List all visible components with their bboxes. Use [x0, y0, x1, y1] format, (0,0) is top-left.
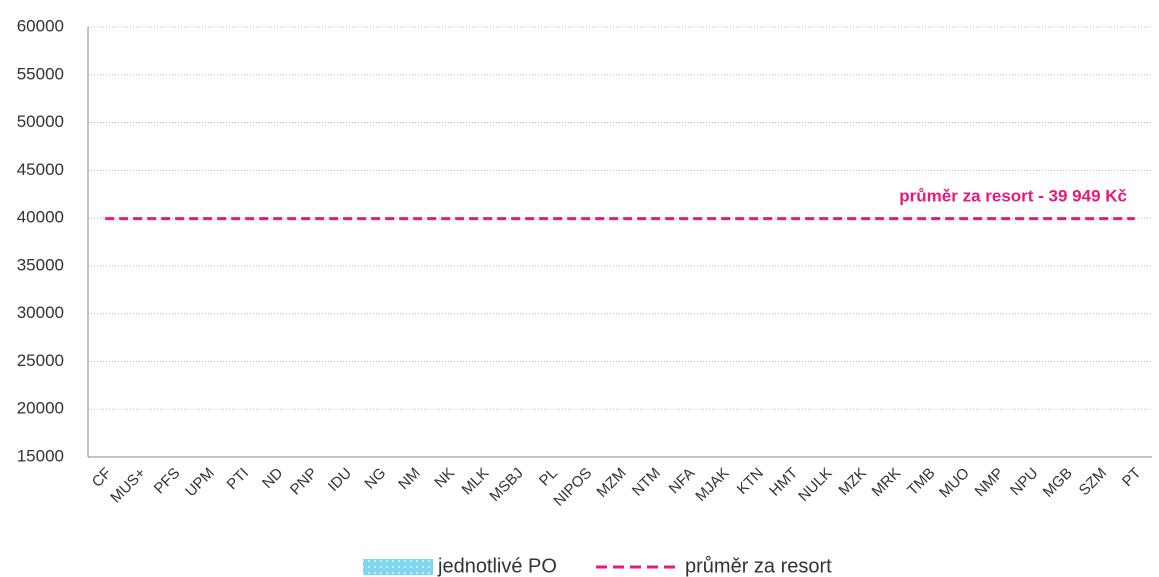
- x-tick-label: NTM: [629, 465, 664, 500]
- x-tick-label: MZK: [835, 465, 869, 499]
- x-tick-label: IDU: [325, 465, 355, 495]
- y-tick-label: 25000: [17, 351, 64, 370]
- legend-label: průměr za resort: [685, 555, 832, 577]
- x-tick-label: PFS: [151, 465, 184, 498]
- legend-label: jednotlivé PO: [437, 555, 557, 577]
- x-tick-label: ND: [259, 465, 286, 492]
- y-tick-label: 55000: [17, 64, 64, 83]
- x-tick-label: SZM: [1076, 465, 1110, 499]
- x-tick-label: MUO: [936, 465, 973, 502]
- x-tick-label: KTN: [734, 465, 767, 498]
- x-tick-label: PNP: [287, 465, 321, 499]
- x-tick-label: TMB: [904, 465, 938, 499]
- y-tick-label: 40000: [17, 208, 64, 227]
- x-tick-label: MRK: [869, 465, 905, 501]
- x-tick-label: MJAK: [692, 465, 732, 505]
- x-tick-label: NPU: [1007, 465, 1041, 499]
- y-tick-label: 60000: [17, 16, 64, 35]
- x-tick-label: MGB: [1040, 465, 1076, 501]
- x-tick-label: NM: [395, 465, 424, 494]
- x-tick-label: MUS+: [107, 464, 149, 506]
- x-tick-label: CF: [89, 465, 115, 491]
- x-tick-label: NMP: [972, 465, 1008, 501]
- x-tick-label: MSBJ: [486, 465, 526, 505]
- y-tick-label: 50000: [17, 112, 64, 131]
- annotation: průměr za resort - 39 949 Kč: [899, 186, 1127, 205]
- legend-swatch: [363, 559, 433, 575]
- x-tick-label: MZM: [593, 465, 629, 501]
- x-tick-label: PT: [1119, 465, 1145, 491]
- y-tick-label: 20000: [17, 399, 64, 418]
- x-tick-label: NIPOS: [550, 465, 595, 510]
- y-tick-label: 30000: [17, 303, 64, 322]
- x-tick-label: NG: [361, 465, 389, 493]
- x-tick-label: PTI: [224, 465, 253, 494]
- y-tick-label: 35000: [17, 255, 64, 274]
- x-tick-label: PL: [536, 465, 561, 490]
- x-tick-label: UPM: [182, 465, 218, 501]
- y-tick-label: 45000: [17, 160, 64, 179]
- x-tick-label: NK: [431, 465, 458, 492]
- x-tick-label: NULK: [795, 465, 835, 505]
- y-tick-label: 15000: [17, 446, 64, 465]
